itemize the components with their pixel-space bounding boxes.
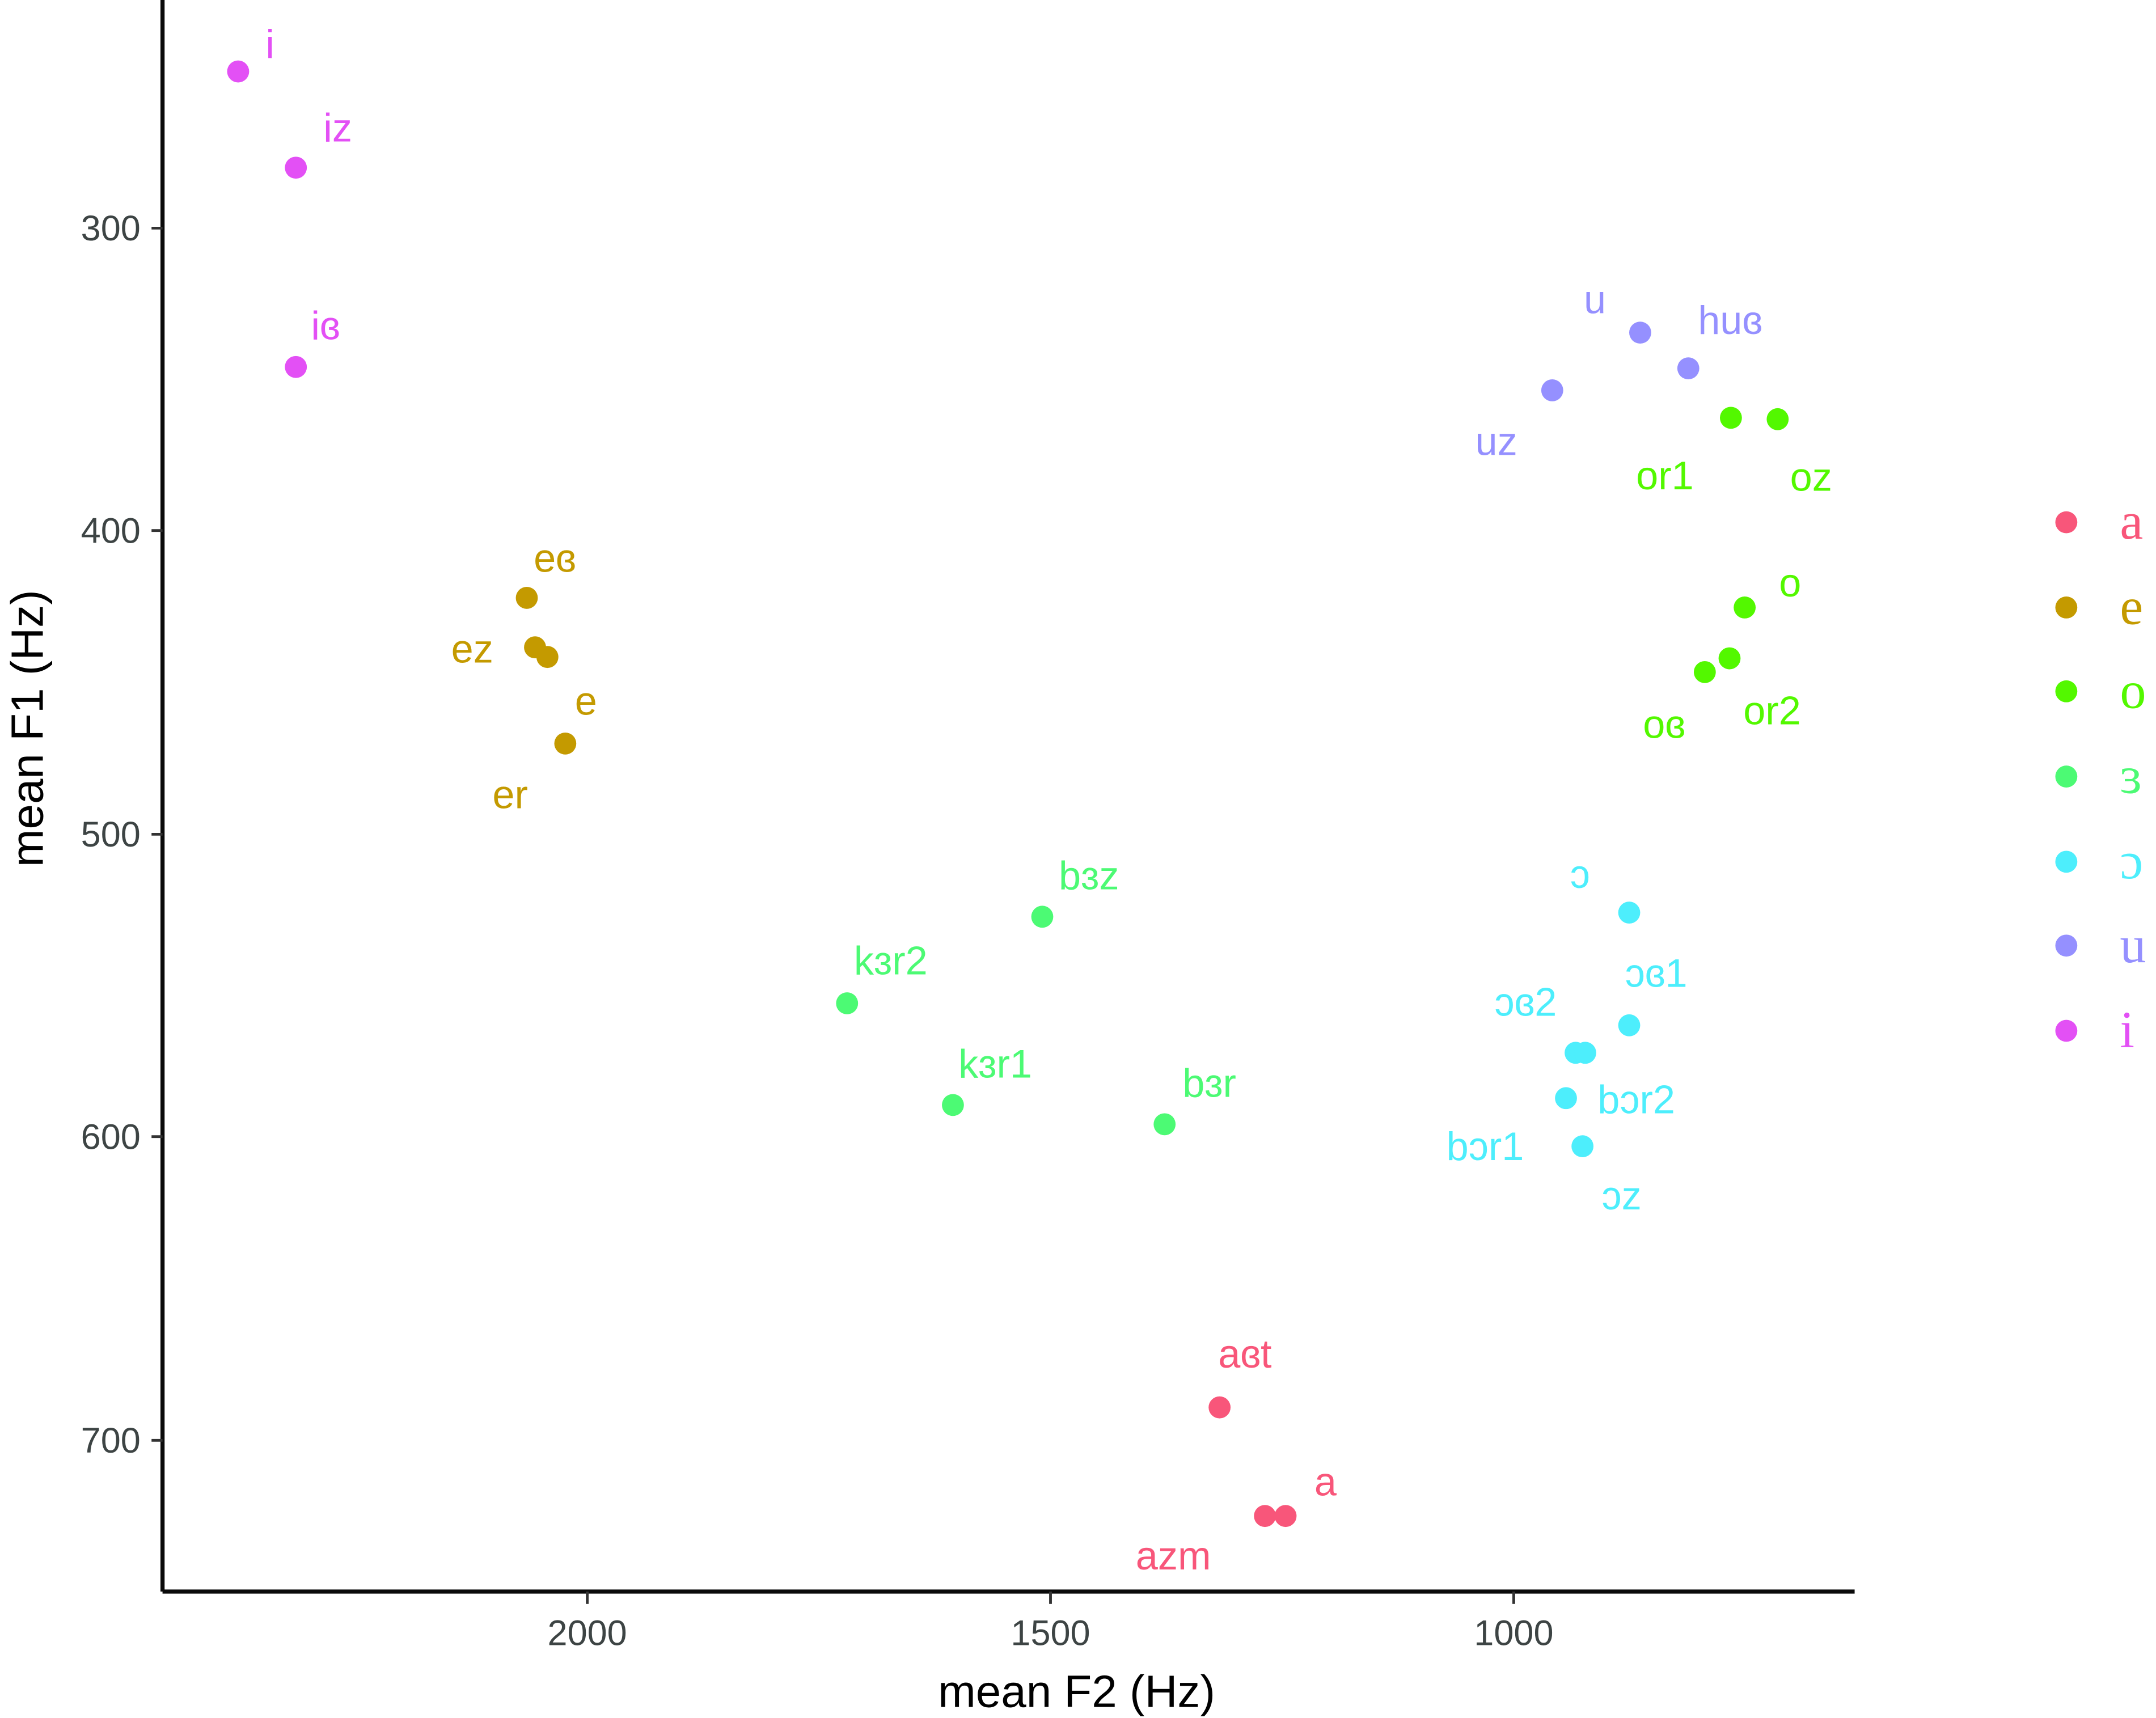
x-tick-label: 2000 — [548, 1614, 627, 1653]
series-e: eɞ ez e er — [451, 535, 597, 816]
axes — [160, 0, 1855, 1594]
point-label: i — [265, 22, 274, 66]
point-label: ɔz — [1602, 1173, 1642, 1218]
legend-label: e — [2120, 577, 2143, 635]
legend-item-u: u — [2055, 916, 2146, 974]
series-er: bɜz kɜr2 kɜr1 bɜr — [836, 853, 1236, 1136]
data-point — [515, 587, 538, 609]
data-point — [1031, 905, 1054, 928]
x-ticks: 2000 1500 1000 — [548, 1591, 1554, 1653]
data-point — [1720, 407, 1742, 429]
y-tick-label: 700 — [81, 1421, 141, 1461]
point-label: er — [492, 772, 528, 816]
legend-label: ɜ — [2120, 747, 2142, 805]
legend-item-o: o — [2055, 661, 2146, 719]
point-label: azm — [1136, 1533, 1211, 1578]
data-point — [1618, 902, 1641, 924]
legend-label: o — [2120, 661, 2146, 719]
data-point — [227, 60, 250, 83]
data-point — [1153, 1113, 1176, 1136]
series-o: or1 oz o or2 oɞ — [1636, 407, 1832, 747]
data-point — [1629, 321, 1651, 344]
point-label: huɞ — [1698, 298, 1762, 342]
y-tick-label: 600 — [81, 1117, 141, 1157]
point-label: a — [1314, 1459, 1337, 1504]
point-label: kɜr2 — [854, 938, 928, 983]
legend-swatch-icon — [2055, 934, 2078, 957]
point-label: uz — [1476, 418, 1517, 463]
legend-item-open-o: ɔ — [2055, 832, 2143, 890]
x-tick-label: 1500 — [1011, 1614, 1090, 1653]
data-point — [836, 992, 859, 1014]
point-label: oɞ — [1643, 702, 1685, 747]
legend-item-a: a — [2055, 492, 2143, 550]
point-label: ɔ — [1570, 852, 1590, 896]
point-label: bɔr2 — [1597, 1077, 1675, 1122]
point-label: e — [575, 678, 597, 723]
data-point — [1734, 596, 1756, 619]
legend-label: i — [2120, 1001, 2134, 1059]
y-tick-label: 500 — [81, 815, 141, 854]
x-tick-label: 1000 — [1474, 1614, 1553, 1653]
data-point — [554, 732, 577, 755]
point-label: eɞ — [534, 535, 576, 580]
data-point — [1254, 1505, 1276, 1527]
legend-swatch-icon — [2055, 596, 2078, 619]
legend-label: ɔ — [2120, 832, 2143, 890]
data-point — [942, 1094, 964, 1116]
point-label: ez — [451, 626, 493, 671]
data-point — [1274, 1505, 1297, 1527]
point-label: or1 — [1636, 453, 1694, 498]
y-tick-label: 400 — [81, 511, 141, 551]
data-point — [1693, 661, 1716, 683]
data-point — [1574, 1042, 1596, 1064]
point-label: ɔɞ1 — [1625, 950, 1688, 995]
point-label: oz — [1790, 454, 1832, 499]
series-a: aɞt a azm — [1136, 1331, 1337, 1578]
legend-swatch-icon — [2055, 680, 2078, 703]
y-ticks: 300 400 500 600 700 — [81, 209, 163, 1461]
y-tick-label: 300 — [81, 209, 141, 248]
data-point — [1766, 408, 1789, 430]
data-point — [1208, 1396, 1231, 1419]
point-label: or2 — [1743, 688, 1801, 733]
data-point — [285, 156, 307, 179]
point-label: bɜr — [1182, 1060, 1236, 1105]
legend-swatch-icon — [2055, 850, 2078, 873]
point-label: bɜz — [1059, 853, 1119, 898]
series-u: u huɞ uz — [1476, 277, 1763, 464]
point-label: iɞ — [311, 303, 340, 348]
legend-swatch-icon — [2055, 1019, 2078, 1042]
legend: a e o ɜ ɔ u i — [2055, 492, 2146, 1059]
point-label: bɔr1 — [1447, 1124, 1524, 1169]
series-open-o: ɔ ɔɞ1 ɔɞ2 bɔr2 bɔr1 ɔz — [1447, 852, 1688, 1218]
point-label: u — [1584, 277, 1606, 322]
legend-item-er: ɜ — [2055, 747, 2142, 805]
data-point — [536, 646, 559, 668]
x-axis-title: mean F2 (Hz) — [938, 1666, 1215, 1717]
data-point — [1677, 357, 1700, 380]
legend-swatch-icon — [2055, 765, 2078, 788]
y-axis-title: mean F1 (Hz) — [2, 590, 53, 867]
legend-item-i: i — [2055, 1001, 2134, 1059]
data-point — [1541, 379, 1563, 401]
series-i: i iz iɞ — [227, 22, 352, 378]
data-point — [1718, 647, 1741, 670]
point-label: ɔɞ2 — [1494, 979, 1557, 1024]
legend-label: a — [2120, 492, 2143, 550]
point-label: aɞt — [1218, 1331, 1272, 1376]
legend-label: u — [2120, 916, 2146, 974]
legend-swatch-icon — [2055, 511, 2078, 534]
point-label: kɜr1 — [958, 1041, 1032, 1086]
data-point — [1555, 1087, 1577, 1110]
point-label: o — [1779, 560, 1801, 605]
data-point — [1618, 1014, 1641, 1036]
point-label: iz — [323, 105, 352, 150]
legend-item-e: e — [2055, 577, 2143, 635]
data-point — [285, 356, 307, 378]
data-point — [1571, 1135, 1593, 1158]
